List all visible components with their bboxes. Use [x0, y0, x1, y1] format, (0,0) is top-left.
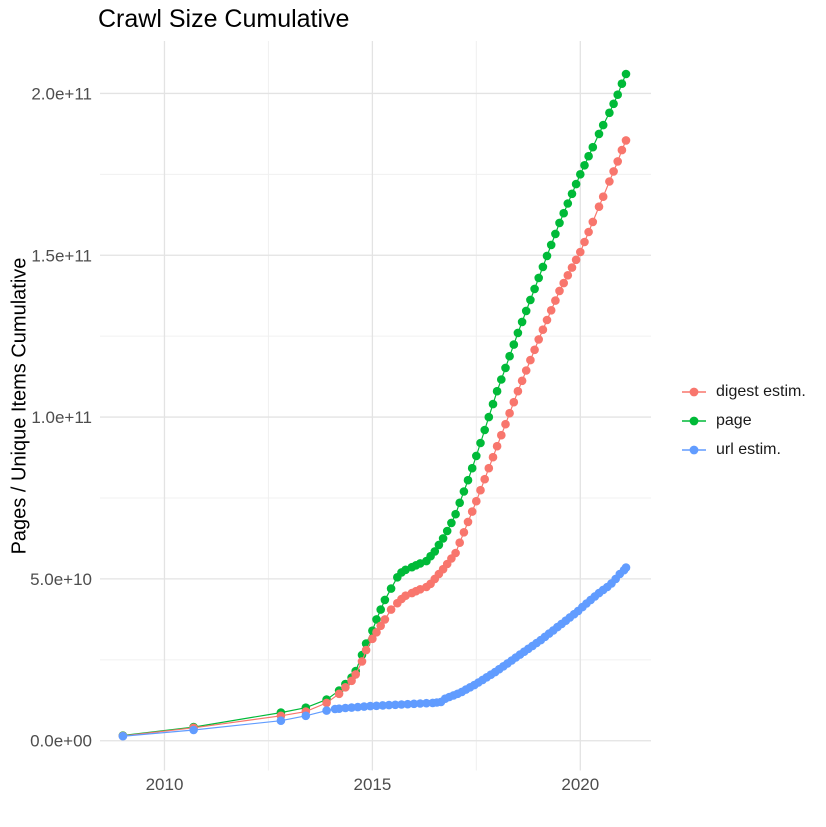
chart-title: Crawl Size Cumulative — [98, 5, 350, 33]
legend-item-url-estim: url estim. — [681, 435, 806, 464]
y-tick-label: 1.0e+11 — [31, 408, 92, 427]
y-axis-tick-labels: 0.0e+00 5.0e+10 1.0e+11 1.5e+11 2.0e+11 — [30, 84, 92, 750]
y-tick-label: 1.5e+11 — [31, 246, 92, 265]
legend-item-digest-estim: digest estim. — [681, 377, 806, 406]
x-tick-label: 2020 — [561, 775, 599, 794]
y-axis-title: Pages / Unique Items Cumulative — [8, 257, 31, 555]
x-tick-label: 2010 — [146, 775, 184, 794]
series-digest-estim — [118, 136, 631, 741]
y-tick-label: 5.0e+10 — [30, 570, 92, 589]
gridlines-minor — [100, 41, 651, 771]
x-axis-tick-labels: 2010 2015 2020 — [146, 775, 600, 794]
legend-key-icon — [682, 445, 706, 454]
legend-label: url estim. — [716, 440, 781, 458]
legend-key-icon — [682, 387, 706, 396]
legend-label: page — [716, 411, 752, 429]
legend-item-page: page — [681, 406, 806, 435]
gridlines-major — [100, 41, 651, 771]
legend: digest estim. page url estim. — [681, 377, 806, 464]
x-tick-label: 2015 — [353, 775, 391, 794]
y-tick-label: 0.0e+00 — [30, 732, 92, 751]
y-tick-label: 2.0e+11 — [31, 84, 92, 103]
series-url-estim — [118, 563, 631, 741]
legend-label: digest estim. — [716, 382, 806, 400]
legend-key-icon — [682, 416, 706, 425]
